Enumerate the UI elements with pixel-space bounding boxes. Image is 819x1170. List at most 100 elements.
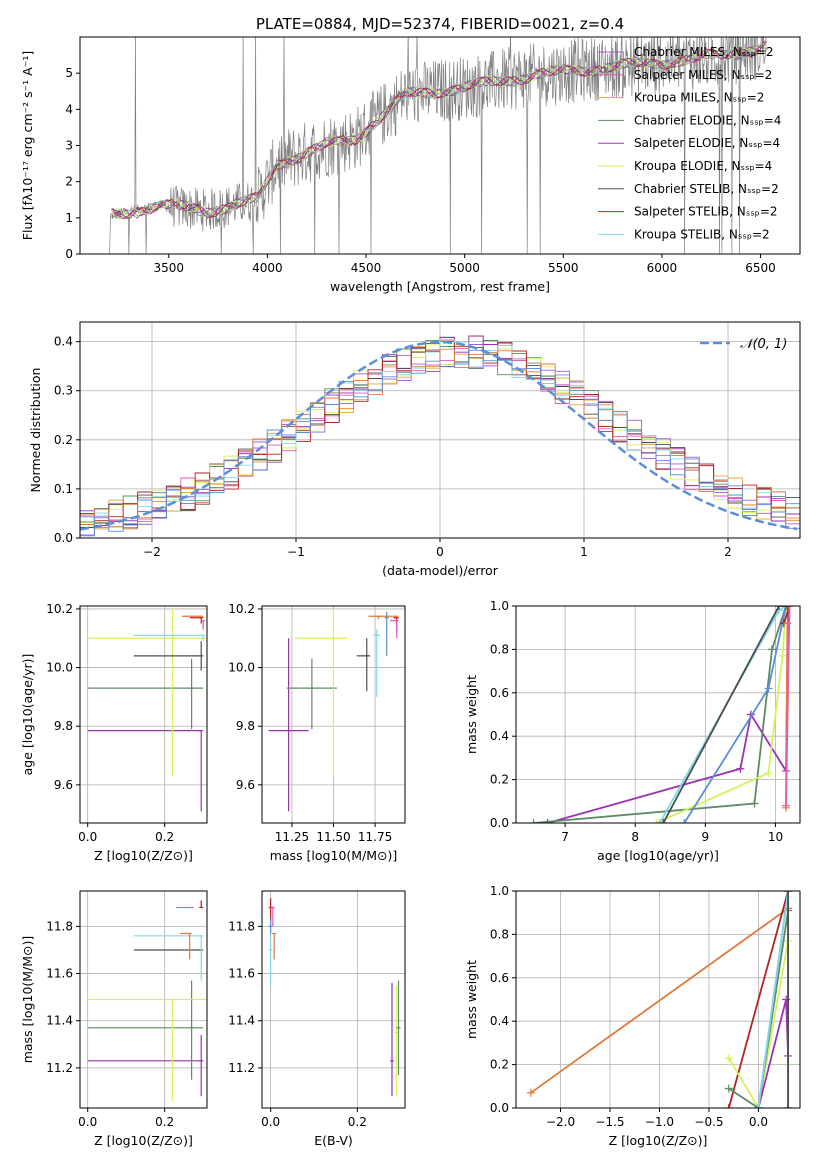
x-tick-label: 4500 — [351, 261, 382, 275]
legend-label: 𝒩(0, 1) — [740, 337, 787, 352]
massweight-vs-Z-panel: −2.0 −1.5 −1.0 −0.5 0.0 0.0 0.2 0.4 0.6 0.8 1.0 Z [… — [464, 884, 801, 1148]
legend-label: Chabrier ELODIE, Nₛₛₚ=4 — [634, 113, 781, 127]
x-tick-label: 0.0 — [749, 1115, 768, 1129]
data-point-marker — [781, 606, 790, 610]
histogram-step-line — [80, 349, 800, 537]
mass-weight-line — [728, 940, 789, 1108]
y-tick-label: 0.0 — [490, 1101, 509, 1115]
plot-area — [80, 335, 800, 537]
y-tick-label: 0.0 — [490, 816, 509, 830]
x-tick-label: 1 — [580, 545, 588, 559]
y-tick-label: 0 — [65, 247, 73, 261]
y-tick-label: 0.2 — [490, 1058, 509, 1072]
mass-weight-line — [659, 606, 787, 823]
x-tick-label: 0.0 — [261, 1115, 280, 1129]
plot-area — [268, 898, 401, 1097]
data-point-marker — [680, 819, 689, 823]
plot-area — [526, 891, 793, 1108]
plot-area — [268, 608, 399, 812]
plot-area — [529, 606, 794, 823]
mass-vs-ebv-panel: 0.0 0.2 11.2 11.4 11.6 11.8 E(B-V) — [228, 890, 406, 1148]
gaussian-curve — [80, 340, 798, 531]
x-tick-label: 11.50 — [316, 830, 350, 844]
y-tick-label: 0.2 — [54, 433, 73, 447]
y-tick-label: 10.2 — [228, 602, 255, 616]
y-tick-label: 2 — [65, 175, 73, 189]
legend-label: Kroupa ELODIE, Nₛₛₚ=4 — [634, 159, 772, 173]
y-axis-label: mass [log10(M/M⊙)] — [20, 936, 35, 1064]
y-axis-label: Normed distribution — [28, 368, 43, 493]
y-tick-label: 1 — [65, 211, 73, 225]
x-axis-label: Z [log10(Z/Z⊙)] — [94, 1133, 193, 1148]
legend-label: Salpeter MILES, Nₛₛₚ=2 — [634, 68, 772, 82]
mass-weight-line — [757, 999, 789, 1108]
x-tick-label: 3500 — [153, 261, 184, 275]
y-axis-label: age [log10(age/yr)] — [20, 654, 35, 776]
data-point-marker — [659, 819, 668, 823]
data-point-marker — [529, 819, 538, 823]
y-tick-label: 10.0 — [228, 661, 255, 675]
y-axis-label: Flux [fλ10⁻¹⁷ erg cm⁻² s⁻¹ A⁻¹] — [20, 51, 35, 240]
y-tick-label: 1.0 — [490, 884, 509, 898]
x-tick-label: 6000 — [647, 261, 678, 275]
y-axis-label: mass weight — [464, 960, 479, 1039]
x-tick-label: −1.0 — [645, 1115, 674, 1129]
figure-title: PLATE=0884, MJD=52374, FIBERID=0021, z=0… — [256, 15, 624, 33]
y-tick-label: 0.4 — [490, 1014, 509, 1028]
data-point-marker — [781, 801, 790, 810]
y-tick-label: 0.8 — [490, 927, 509, 941]
histogram-step-line — [80, 348, 800, 528]
age-vs-Z-panel: 0.0 0.2 9.6 9.8 10.0 10.2 Z [log10(Z/Z⊙)] age [… — [20, 602, 208, 863]
x-tick-label: 11.25 — [275, 830, 309, 844]
x-axis-label: E(B-V) — [314, 1133, 353, 1148]
mass-vs-Z-panel: 0.0 0.2 11.2 11.4 11.6 11.8 Z [log10(Z/Z⊙)] mas… — [20, 890, 208, 1148]
data-point-marker — [736, 764, 745, 773]
y-tick-label: 11.2 — [228, 1061, 255, 1075]
mass-weight-line — [757, 891, 789, 1108]
x-tick-label: 6500 — [745, 261, 776, 275]
x-axis-label: wavelength [Angstrom, rest frame] — [330, 279, 550, 294]
plot-area — [87, 608, 207, 812]
age-vs-mass-panel: 11.25 11.50 11.75 9.6 9.8 10.0 10.2 mass [log10… — [228, 602, 406, 863]
y-tick-label: 9.6 — [54, 778, 73, 792]
plot-frame — [261, 890, 406, 1109]
x-axis-label: mass [log10(M/M⊙)] — [270, 848, 398, 863]
data-point-marker — [750, 799, 759, 808]
legend-label: Chabrier STELIB, Nₛₛₚ=2 — [634, 182, 779, 196]
data-point-marker — [724, 1054, 733, 1063]
y-tick-label: 0.6 — [490, 971, 509, 985]
y-tick-label: 11.6 — [228, 967, 255, 981]
y-tick-label: 4 — [65, 102, 73, 116]
y-tick-label: 1.0 — [490, 599, 509, 613]
data-point-marker — [526, 1088, 535, 1097]
y-tick-label: 0.4 — [490, 729, 509, 743]
data-point-marker — [784, 1104, 793, 1108]
y-tick-label: 5 — [65, 66, 73, 80]
y-tick-label: 11.4 — [228, 1014, 255, 1028]
y-tick-label: 0.6 — [490, 686, 509, 700]
x-tick-label: 4000 — [252, 261, 283, 275]
model-line — [111, 42, 767, 220]
x-tick-label: −0.5 — [694, 1115, 723, 1129]
x-tick-label: 11.75 — [358, 830, 392, 844]
plot-area — [87, 900, 207, 1101]
data-point-marker — [655, 819, 664, 823]
data-point-marker — [724, 1104, 733, 1108]
x-tick-label: 9 — [702, 830, 710, 844]
histogram-step-line — [80, 339, 800, 520]
y-tick-label: 10.0 — [46, 661, 73, 675]
data-point-marker — [784, 891, 793, 895]
mass-weight-line — [683, 606, 787, 823]
y-tick-label: 11.8 — [46, 919, 73, 933]
y-tick-label: 9.6 — [236, 778, 255, 792]
data-point-marker — [774, 606, 783, 610]
observed-spectrum-line — [109, 37, 767, 254]
x-axis-label: Z [log10(Z/Z⊙)] — [609, 1133, 708, 1148]
mass-weight-line — [785, 606, 791, 806]
legend-label: Kroupa STELIB, Nₛₛₚ=2 — [634, 227, 770, 241]
data-point-marker — [764, 684, 773, 693]
legend-label: Chabrier MILES, Nₛₛₚ=2 — [634, 45, 774, 59]
mass-weight-line — [727, 891, 789, 1108]
mass-weight-line — [530, 907, 789, 1094]
plot-frame — [79, 890, 208, 1109]
